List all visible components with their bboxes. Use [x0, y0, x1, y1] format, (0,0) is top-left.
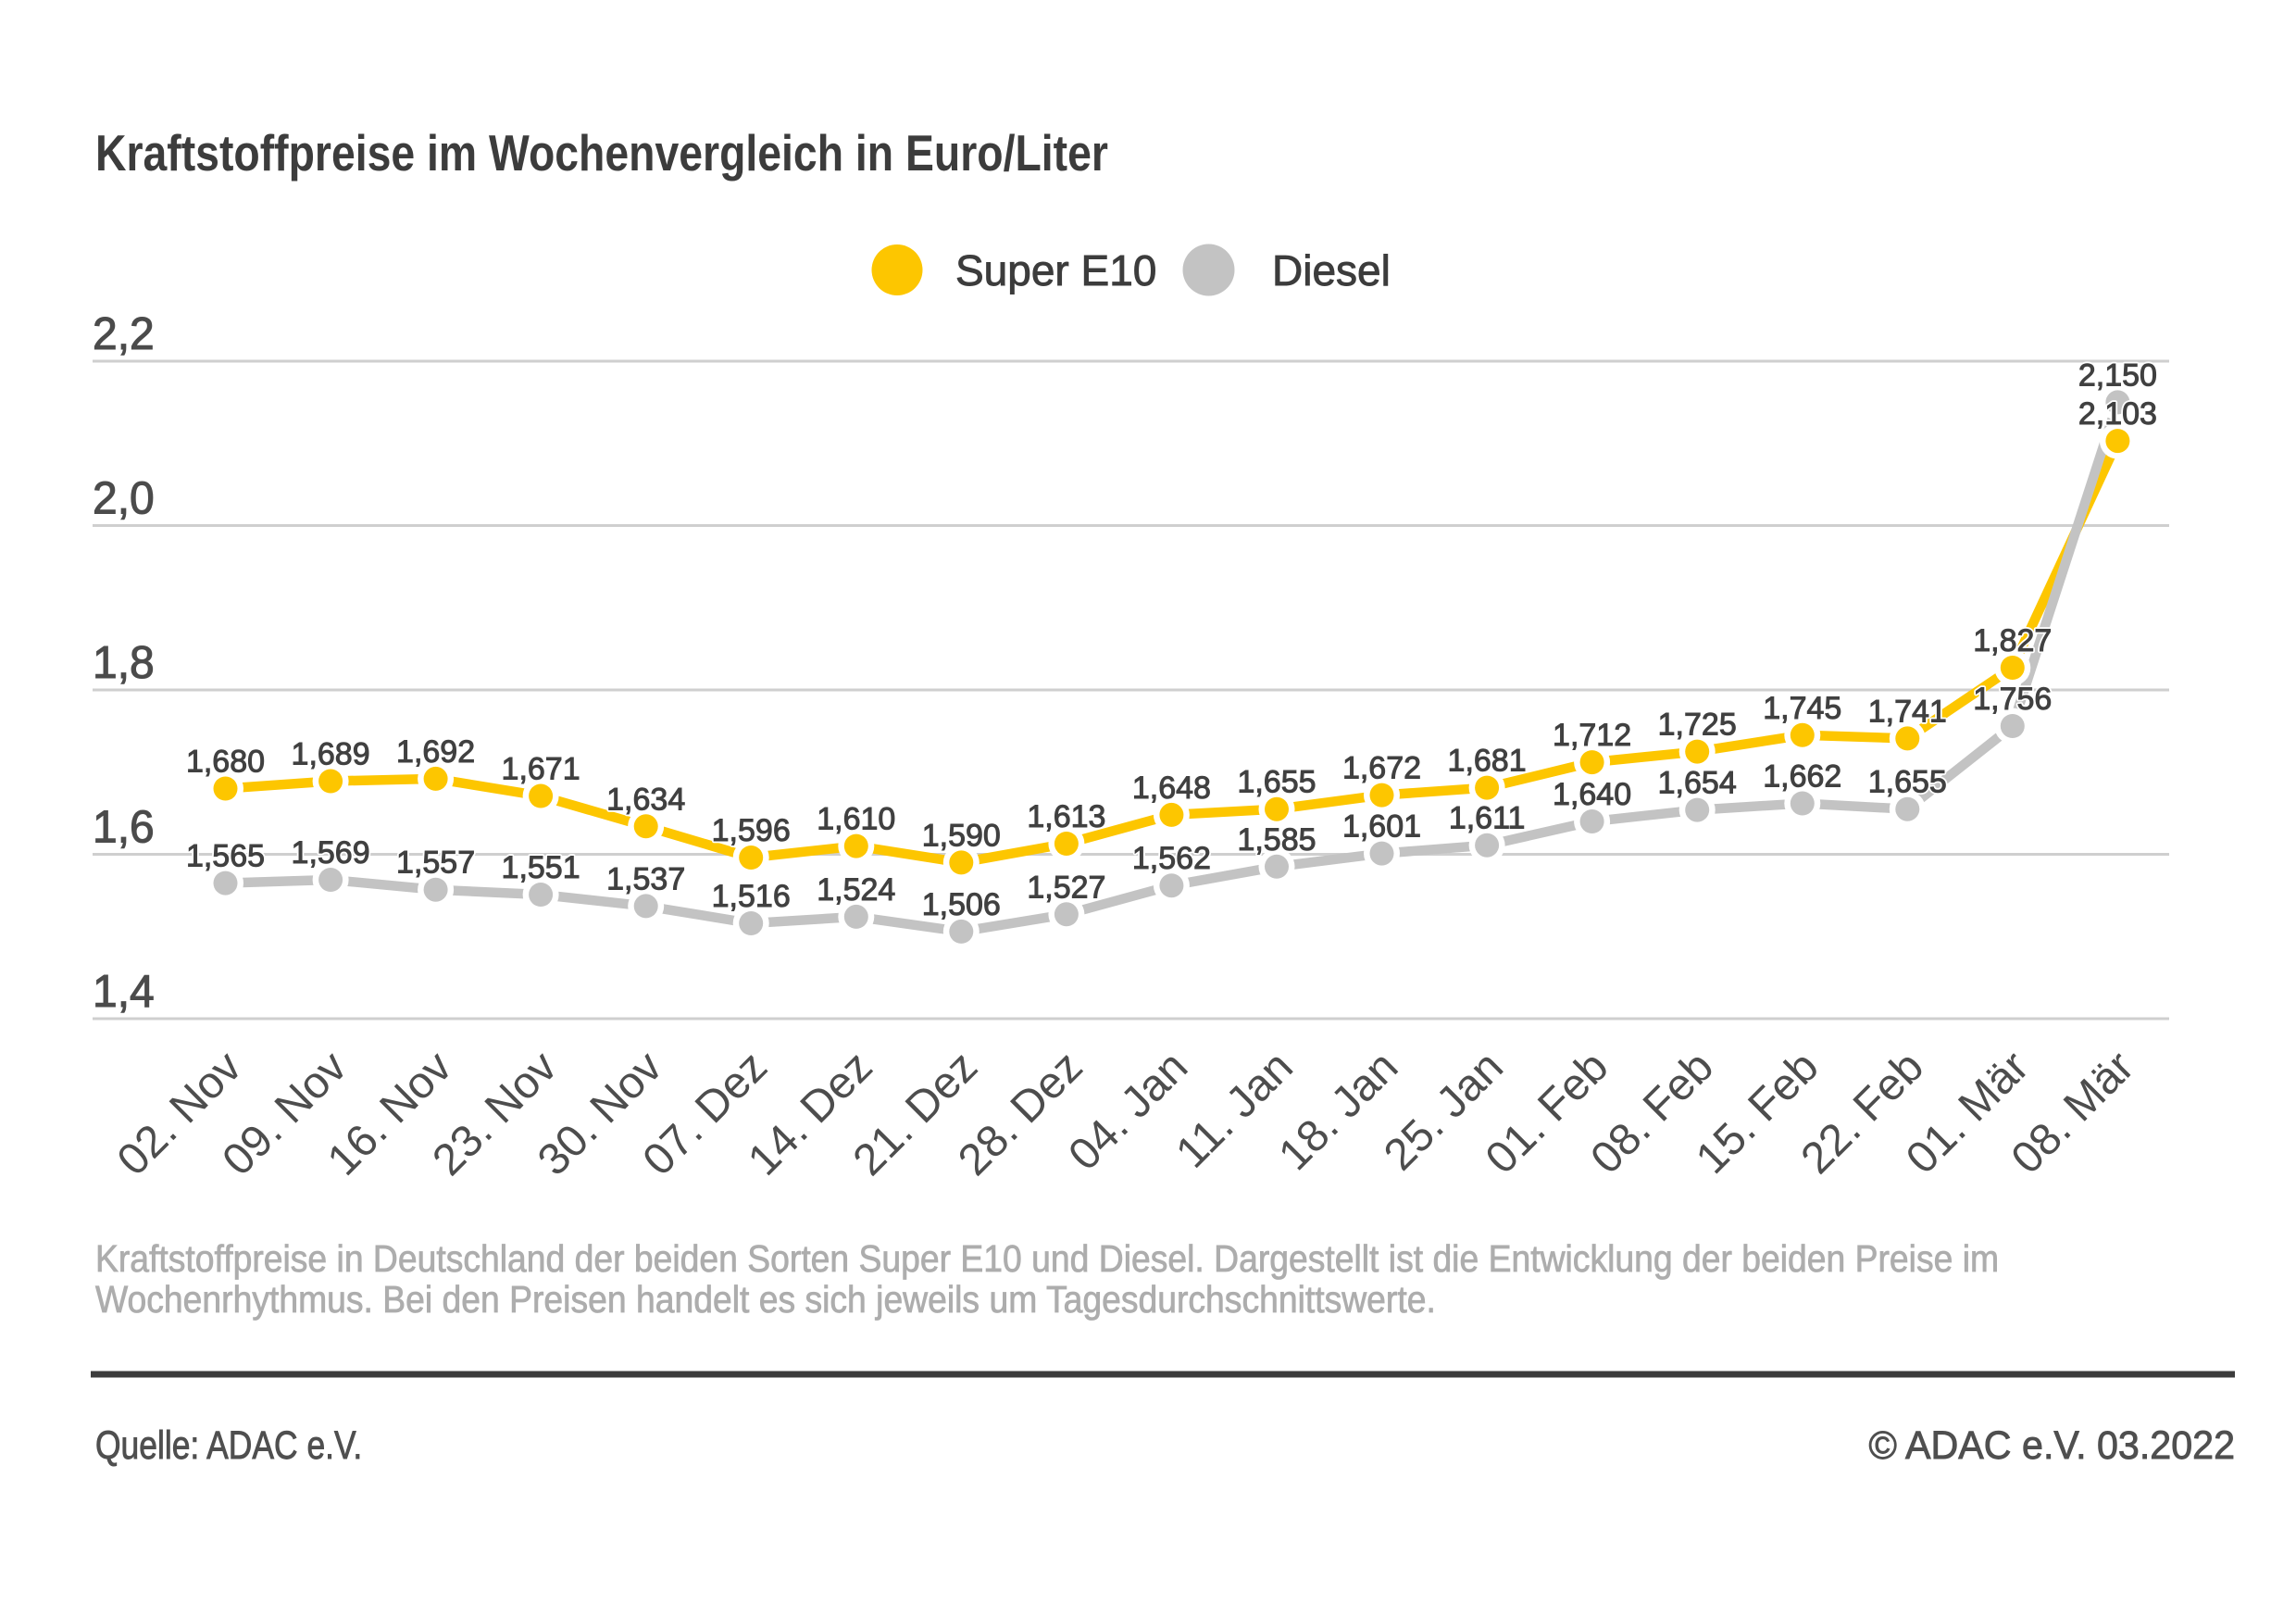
svg-text:1,672: 1,672	[1342, 751, 1421, 786]
svg-text:1,672: 1,672	[1342, 751, 1421, 786]
svg-text:1,654: 1,654	[1658, 766, 1737, 801]
svg-text:1,634: 1,634	[606, 782, 685, 817]
svg-text:1,596: 1,596	[712, 813, 791, 848]
svg-text:1,671: 1,671	[502, 752, 580, 787]
svg-text:1,527: 1,527	[1027, 870, 1105, 905]
svg-text:1,601: 1,601	[1342, 809, 1421, 845]
svg-text:2,150: 2,150	[2078, 357, 2157, 393]
svg-text:1,692: 1,692	[396, 734, 475, 770]
svg-text:1,756: 1,756	[1973, 682, 2052, 717]
svg-text:1,590: 1,590	[922, 818, 1001, 853]
svg-text:1,634: 1,634	[606, 782, 685, 817]
svg-text:1,692: 1,692	[396, 734, 475, 770]
svg-text:1,827: 1,827	[1973, 623, 2052, 658]
svg-text:1,569: 1,569	[292, 835, 370, 871]
svg-text:2,2: 2,2	[93, 309, 155, 360]
svg-text:1,613: 1,613	[1027, 799, 1105, 834]
svg-text:1,662: 1,662	[1763, 759, 1841, 795]
svg-text:Super E10: Super E10	[955, 246, 1156, 294]
svg-text:1,585: 1,585	[1237, 822, 1316, 858]
svg-text:1,680: 1,680	[186, 745, 265, 780]
svg-text:1,655: 1,655	[1237, 765, 1316, 800]
svg-text:1,601: 1,601	[1342, 809, 1421, 845]
svg-text:Quelle: ADAC e.V.: Quelle: ADAC e.V.	[95, 1424, 362, 1468]
svg-text:© ADAC e.V. 03.2022: © ADAC e.V. 03.2022	[1869, 1422, 2235, 1467]
svg-text:1,712: 1,712	[1553, 718, 1631, 753]
svg-text:1,565: 1,565	[186, 839, 265, 874]
svg-text:1,610: 1,610	[817, 802, 895, 837]
svg-text:1,681: 1,681	[1448, 744, 1527, 779]
svg-text:1,655: 1,655	[1237, 765, 1316, 800]
svg-text:1,741: 1,741	[1868, 694, 1947, 729]
svg-text:1,524: 1,524	[817, 872, 895, 908]
svg-text:1,557: 1,557	[396, 846, 475, 881]
svg-text:1,506: 1,506	[922, 887, 1001, 922]
svg-text:Diesel: Diesel	[1272, 246, 1391, 294]
svg-text:1,655: 1,655	[1868, 765, 1947, 800]
svg-text:1,712: 1,712	[1553, 718, 1631, 753]
svg-text:1,506: 1,506	[922, 887, 1001, 922]
svg-text:1,680: 1,680	[186, 745, 265, 780]
svg-text:1,537: 1,537	[606, 861, 685, 896]
svg-text:2,0: 2,0	[93, 473, 155, 524]
svg-text:1,516: 1,516	[712, 879, 791, 914]
svg-text:1,756: 1,756	[1973, 682, 2052, 717]
svg-text:1,741: 1,741	[1868, 694, 1947, 729]
svg-text:1,640: 1,640	[1553, 777, 1631, 812]
svg-text:1,537: 1,537	[606, 861, 685, 896]
svg-text:1,610: 1,610	[817, 802, 895, 837]
svg-text:1,585: 1,585	[1237, 822, 1316, 858]
svg-text:Kraftstoffpreise im Wochenverg: Kraftstoffpreise im Wochenvergleich in E…	[95, 124, 1108, 182]
svg-text:1,8: 1,8	[93, 638, 155, 689]
svg-text:1,516: 1,516	[712, 879, 791, 914]
svg-text:1,648: 1,648	[1132, 770, 1211, 806]
svg-text:1,613: 1,613	[1027, 799, 1105, 834]
svg-text:2,103: 2,103	[2078, 396, 2157, 432]
svg-text:1,681: 1,681	[1448, 744, 1527, 779]
svg-text:1,562: 1,562	[1132, 841, 1211, 876]
svg-text:1,654: 1,654	[1658, 766, 1737, 801]
svg-text:1,648: 1,648	[1132, 770, 1211, 806]
svg-text:1,827: 1,827	[1973, 623, 2052, 658]
svg-text:1,725: 1,725	[1658, 708, 1737, 743]
svg-text:1,655: 1,655	[1868, 765, 1947, 800]
svg-text:1,689: 1,689	[292, 737, 370, 772]
svg-text:1,671: 1,671	[502, 752, 580, 787]
svg-text:1,611: 1,611	[1449, 801, 1526, 836]
svg-text:1,6: 1,6	[93, 802, 155, 853]
svg-text:Wochenrhythmus. Bei den Preise: Wochenrhythmus. Bei den Preisen handelt …	[95, 1279, 1436, 1321]
svg-text:1,557: 1,557	[396, 846, 475, 881]
svg-text:1,640: 1,640	[1553, 777, 1631, 812]
svg-text:1,689: 1,689	[292, 737, 370, 772]
svg-text:Kraftstoffpreise in Deutschlan: Kraftstoffpreise in Deutschland der beid…	[95, 1238, 1999, 1280]
svg-text:1,611: 1,611	[1449, 801, 1526, 836]
svg-text:1,745: 1,745	[1763, 691, 1841, 726]
svg-text:1,527: 1,527	[1027, 870, 1105, 905]
svg-text:1,596: 1,596	[712, 813, 791, 848]
svg-text:1,569: 1,569	[292, 835, 370, 871]
svg-text:1,565: 1,565	[186, 839, 265, 874]
svg-text:1,562: 1,562	[1132, 841, 1211, 876]
svg-text:1,725: 1,725	[1658, 708, 1737, 743]
svg-text:1,551: 1,551	[502, 850, 580, 885]
svg-text:1,745: 1,745	[1763, 691, 1841, 726]
svg-text:2,150: 2,150	[2078, 357, 2157, 393]
svg-text:1,524: 1,524	[817, 872, 895, 908]
svg-text:1,662: 1,662	[1763, 759, 1841, 795]
svg-text:2,103: 2,103	[2078, 396, 2157, 432]
svg-text:1,590: 1,590	[922, 818, 1001, 853]
svg-text:1,551: 1,551	[502, 850, 580, 885]
svg-text:1,4: 1,4	[93, 967, 155, 1018]
